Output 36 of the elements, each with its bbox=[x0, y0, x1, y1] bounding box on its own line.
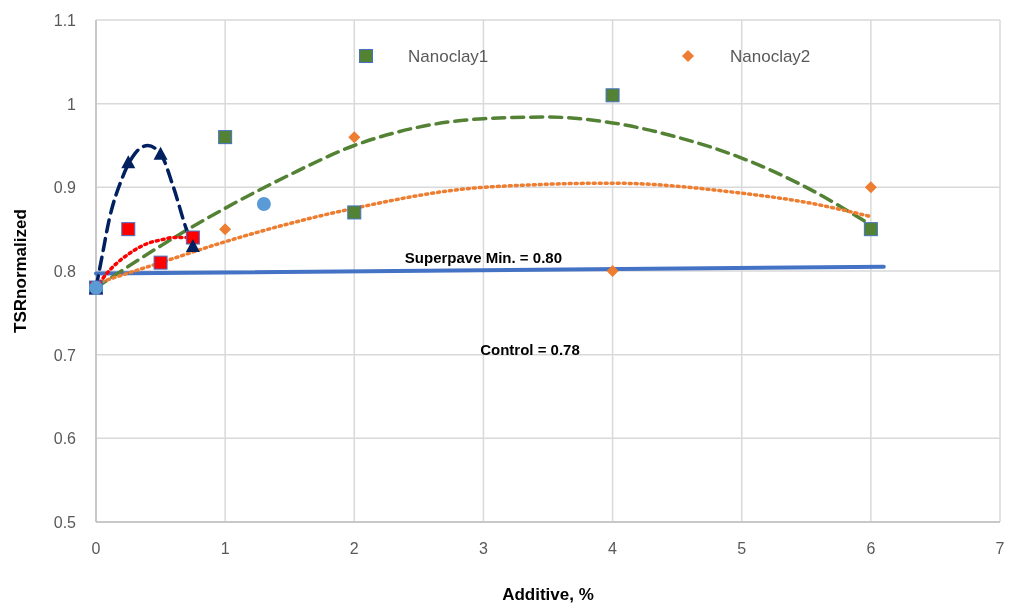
annotation: Superpave Min. = 0.80 bbox=[404, 249, 563, 266]
x-tick-label: 6 bbox=[866, 540, 876, 557]
point bbox=[863, 222, 878, 237]
point bbox=[256, 197, 271, 212]
x-tick-label: 3 bbox=[478, 540, 488, 557]
point bbox=[121, 222, 136, 237]
legend-label: Nanoclay1 bbox=[408, 47, 489, 66]
x-tick-label: 2 bbox=[349, 540, 359, 557]
y-tick-label: 1.1 bbox=[53, 12, 77, 29]
x-tick-label: 5 bbox=[737, 540, 747, 557]
point bbox=[121, 155, 136, 169]
point bbox=[185, 238, 200, 252]
point bbox=[218, 130, 233, 145]
y-tick-label: 0.9 bbox=[53, 179, 77, 197]
point bbox=[219, 223, 232, 236]
x-tick-label: 0 bbox=[91, 540, 101, 557]
point bbox=[185, 230, 200, 245]
point bbox=[348, 131, 361, 144]
x-axis-title: Additive, % bbox=[502, 585, 594, 604]
x-tick-label: 4 bbox=[608, 540, 618, 557]
x-tick-label: 1 bbox=[220, 540, 230, 557]
point bbox=[606, 265, 619, 277]
y-tick-label: 0.6 bbox=[53, 430, 77, 448]
point bbox=[153, 146, 168, 160]
y-axis-title: TSRnormalized bbox=[11, 209, 30, 333]
annotation: Control = 0.78 bbox=[480, 341, 580, 358]
point bbox=[153, 255, 168, 270]
point bbox=[605, 88, 620, 103]
x-tick-label: 7 bbox=[995, 540, 1005, 557]
y-tick-label: 1 bbox=[67, 95, 77, 113]
point bbox=[347, 205, 362, 220]
y-tick-label: 0.8 bbox=[53, 263, 77, 280]
legend-label: Nanoclay2 bbox=[730, 47, 811, 66]
y-tick-label: 0.7 bbox=[53, 346, 77, 364]
y-tick-label: 0.5 bbox=[53, 514, 77, 531]
point bbox=[864, 181, 877, 194]
